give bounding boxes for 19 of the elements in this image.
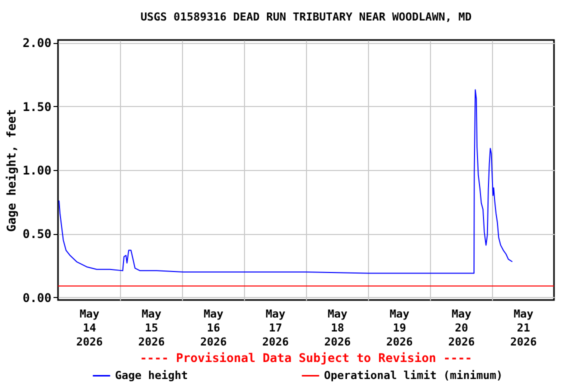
x-tick-label: May 20 2026 [448, 308, 476, 348]
x-tick-label: May 15 2026 [138, 308, 166, 348]
chart-title: USGS 01589316 DEAD RUN TRIBUTARY NEAR WOODLAWN, MD [140, 10, 472, 24]
x-tick-label: May 19 2026 [386, 308, 414, 348]
text: ---- Provisional Data Subject to Revision ---- [140, 351, 472, 365]
legend-label: Operational limit (minimum) [324, 368, 503, 382]
x-tick-label: May 16 2026 [200, 308, 228, 348]
y-tick-label: 1.50 [22, 100, 52, 114]
x-tick-label: May 21 2026 [510, 308, 538, 348]
x-tick-label: May 18 2026 [324, 308, 352, 348]
y-tick-label: 0.50 [22, 227, 52, 242]
legend-label: Gage height [115, 368, 188, 382]
y-axis-title: Gage height, feet [4, 109, 19, 232]
line-series [58, 89, 513, 274]
y-tick-label: 1.00 [22, 164, 52, 178]
x-tick-label: May 14 2026 [76, 308, 104, 348]
y-tick-label: 0.00 [22, 290, 52, 305]
y-tick-label: 2.00 [22, 36, 52, 50]
x-tick-label: May 17 2026 [262, 308, 290, 348]
